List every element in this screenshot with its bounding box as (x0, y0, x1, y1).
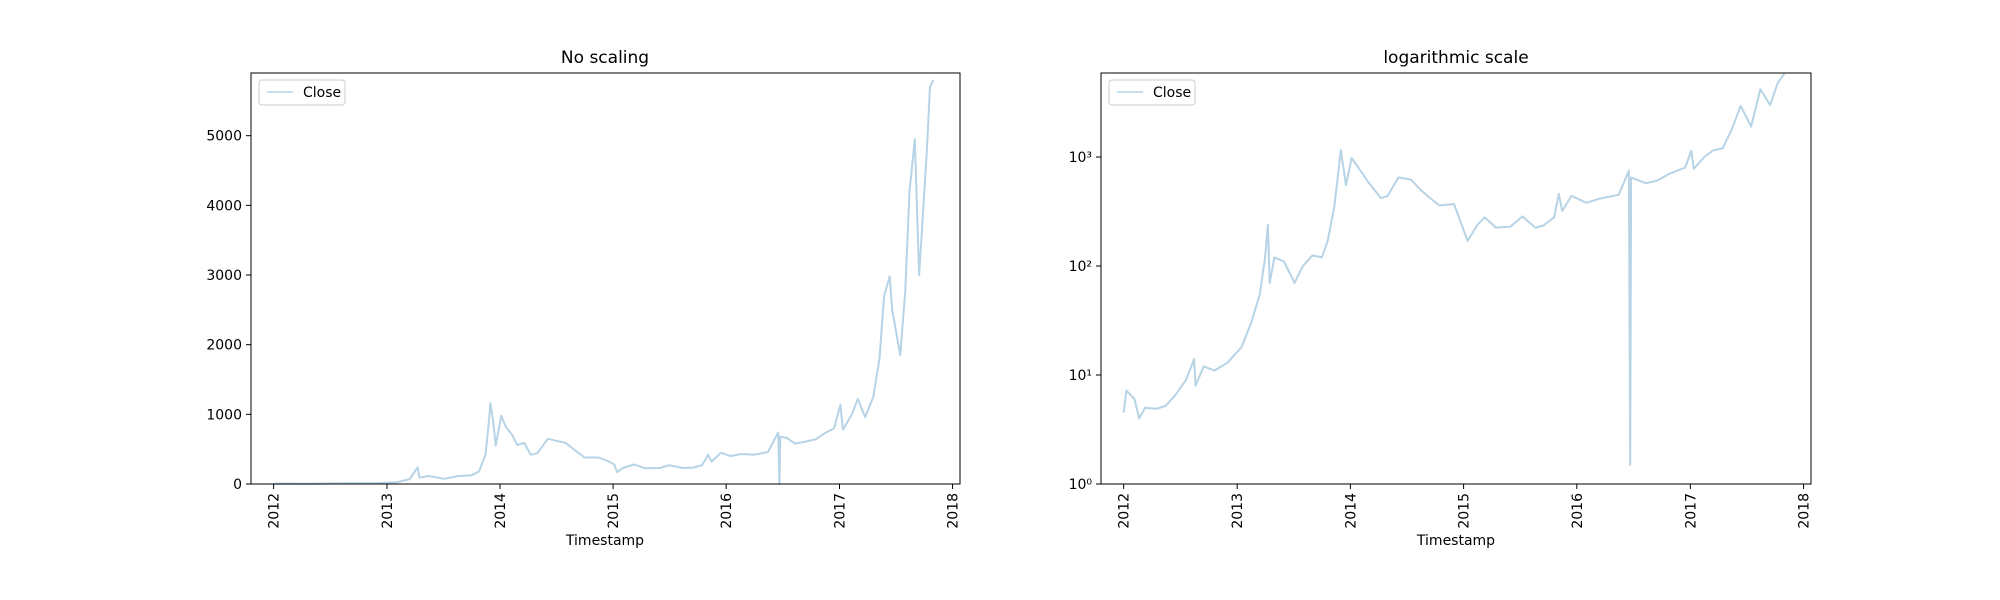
legend-entry-close: Close (1153, 85, 1191, 101)
x-tick-label: 2012 (267, 493, 283, 529)
x-tick-label: 2015 (606, 493, 622, 529)
series-layer (273, 79, 935, 485)
y-tick-label: 5000 (206, 129, 242, 145)
y-tick-label: 10³ (1069, 150, 1092, 166)
y-tick-label: 3000 (206, 268, 242, 284)
axes-frame (250, 72, 961, 485)
legend-box (258, 79, 346, 106)
series-line-close (1122, 73, 1786, 466)
x-tick-label: 2018 (1797, 493, 1813, 529)
chart-title: logarithmic scale (1383, 48, 1528, 68)
x-tick-label: 2016 (719, 493, 735, 529)
x-tick-label: 2013 (380, 493, 396, 529)
legend-entry-close: Close (303, 85, 341, 101)
y-axis-ticks: 10⁰ 10¹ 10² 10³ (1069, 150, 1101, 493)
y-tick-label: 2000 (206, 338, 242, 354)
legend: Close (258, 79, 346, 106)
x-tick-label: 2012 (1117, 493, 1133, 529)
axes-frame (1100, 72, 1812, 485)
x-tick-label: 2018 (946, 493, 962, 529)
x-axis-label: Timestamp (565, 533, 644, 549)
x-tick-label: 2014 (493, 493, 509, 529)
y-tick-label: 10² (1069, 259, 1092, 275)
x-tick-label: 2016 (1570, 493, 1586, 529)
x-tick-label: 2013 (1230, 493, 1246, 529)
legend-box (1108, 79, 1196, 106)
x-axis-ticks: 2012 2013 2014 2015 2016 2017 2018 (267, 484, 962, 529)
y-tick-label: 1000 (206, 407, 242, 423)
y-tick-label: 0 (233, 477, 242, 493)
y-axis-ticks: 0 1000 2000 3000 4000 5000 (206, 129, 251, 493)
series-line-close (273, 79, 935, 485)
y-tick-label: 4000 (206, 198, 242, 214)
x-axis-label: Timestamp (1416, 533, 1495, 549)
legend: Close (1108, 79, 1196, 106)
y-tick-label: 10¹ (1069, 368, 1092, 384)
chart-title: No scaling (561, 48, 649, 68)
x-axis-ticks: 2012 2013 2014 2015 2016 2017 2018 (1117, 484, 1813, 529)
x-tick-label: 2015 (1457, 493, 1473, 529)
x-tick-label: 2017 (833, 493, 849, 529)
x-tick-label: 2017 (1683, 493, 1699, 529)
x-tick-label: 2014 (1343, 493, 1359, 529)
y-tick-label: 10⁰ (1069, 477, 1093, 493)
series-layer (1122, 73, 1786, 466)
